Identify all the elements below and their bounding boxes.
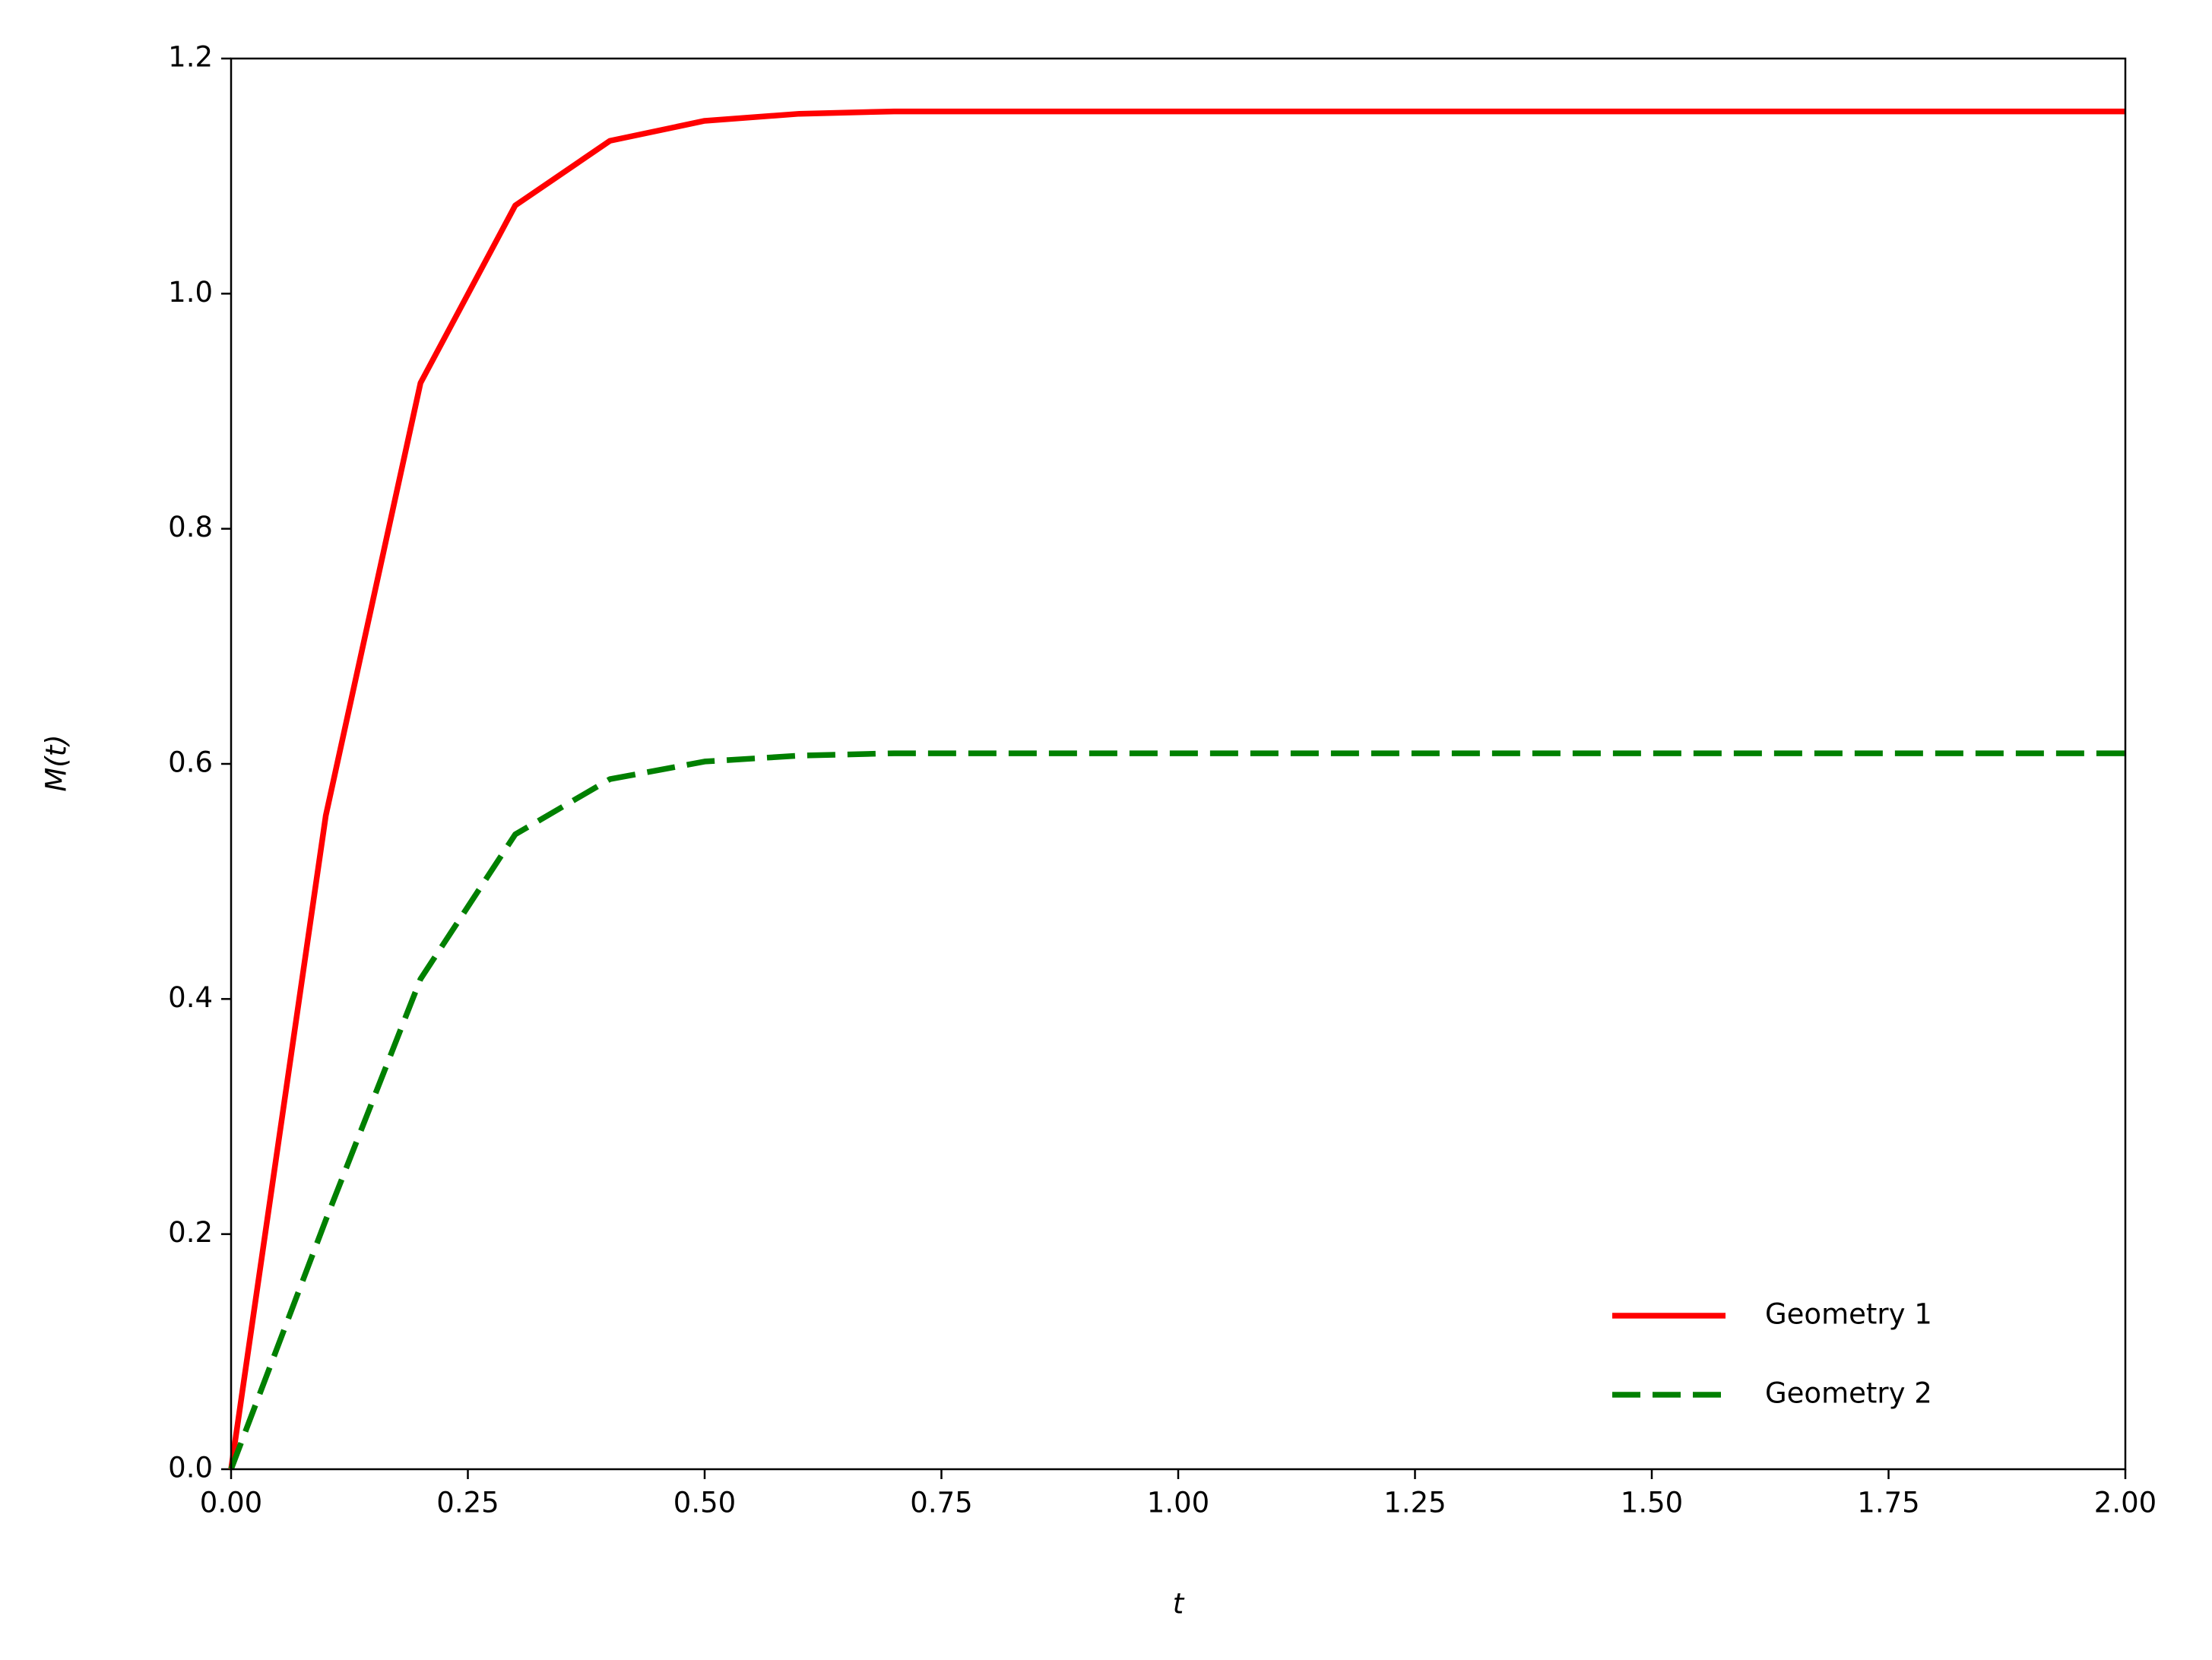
x-tick-label: 0.00 bbox=[200, 1487, 262, 1519]
y-tick-label: 0.6 bbox=[168, 746, 213, 779]
series-line bbox=[228, 108, 2125, 1470]
y-tick-label: 1.2 bbox=[168, 41, 213, 74]
y-tick-label: 1.0 bbox=[168, 276, 213, 309]
legend-label: Geometry 2 bbox=[1765, 1377, 1932, 1410]
x-tick-label: 1.75 bbox=[1857, 1487, 1919, 1519]
legend-label: Geometry 1 bbox=[1765, 1298, 1932, 1331]
x-tick-label: 2.00 bbox=[2094, 1487, 2157, 1519]
x-tick-label: 1.25 bbox=[1383, 1487, 1446, 1519]
y-axis-label: M(t) bbox=[40, 734, 73, 791]
series-line bbox=[228, 750, 2125, 1471]
y-tick-label: 0.0 bbox=[168, 1452, 213, 1484]
plot-frame bbox=[230, 57, 2127, 1471]
y-tick-label: 0.4 bbox=[168, 981, 213, 1014]
x-tick-label: 1.50 bbox=[1621, 1487, 1683, 1519]
x-tick-label: 0.25 bbox=[436, 1487, 499, 1519]
x-tick-label: 1.00 bbox=[1147, 1487, 1209, 1519]
x-tick-label: 0.50 bbox=[673, 1487, 736, 1519]
x-axis-label: t bbox=[1173, 1588, 1185, 1620]
y-tick-label: 0.8 bbox=[168, 511, 213, 543]
y-tick-label: 0.2 bbox=[168, 1216, 213, 1249]
x-tick-label: 0.75 bbox=[910, 1487, 972, 1519]
